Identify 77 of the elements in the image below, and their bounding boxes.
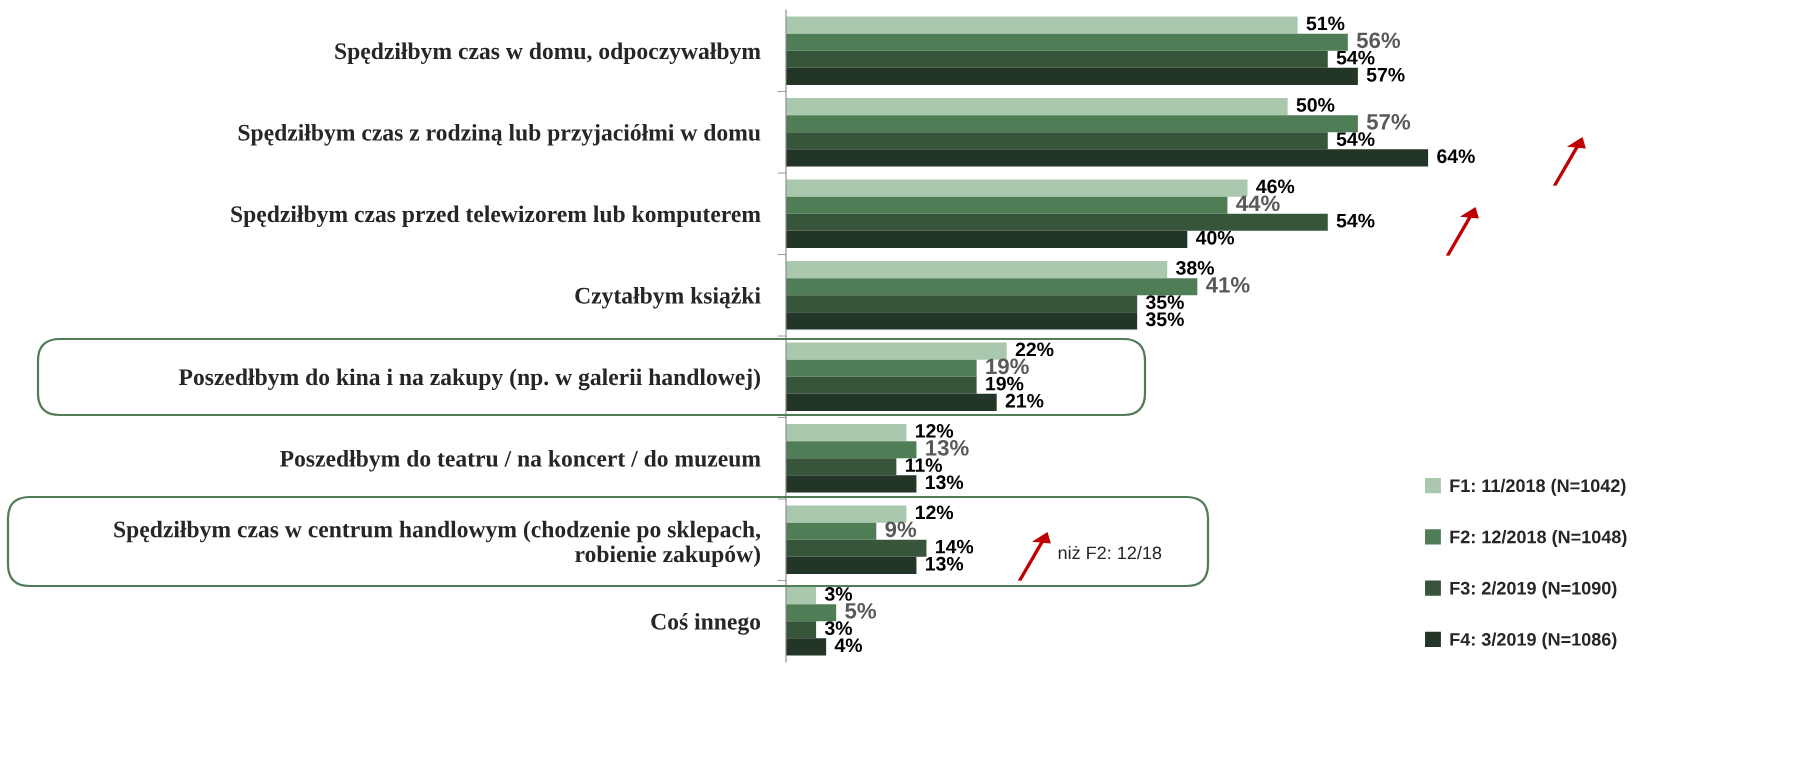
data-label: 41% (1206, 276, 1250, 293)
data-label: 12% (915, 424, 954, 438)
bar (786, 67, 1358, 85)
bar (786, 621, 817, 639)
bar (786, 213, 1328, 231)
data-label: 13% (926, 439, 969, 456)
bar (786, 604, 837, 622)
bar (786, 424, 907, 442)
bar (786, 475, 917, 493)
y-tick-label: Spędziłbym czas z rodziną lub przyjaciółmi w domu (238, 124, 761, 146)
bar (786, 295, 1138, 313)
data-label: 57% (1366, 67, 1405, 82)
data-label: 57% (1366, 113, 1411, 130)
annotation: niż F2: 12/18 (1058, 546, 1162, 560)
y-tick-label: Spędziłbym czas przed telewizorem lub komputerem (231, 205, 761, 228)
bar (786, 587, 817, 605)
data-label: 35% (1145, 312, 1184, 327)
legend-label: F3: 2/2019 (N=1090) (1450, 581, 1617, 599)
data-label: 13% (925, 475, 964, 490)
y-tick-label: Poszedłbym do kina i na zakupy (np. w galerii handlowej) (178, 368, 760, 391)
bar (786, 115, 1358, 133)
bar (786, 98, 1288, 116)
data-label: 38% (1176, 261, 1214, 275)
data-label: 40% (1195, 230, 1235, 245)
y-tick-label: Coś innego (651, 613, 761, 635)
y-tick-label: Czytałbym książki (575, 287, 761, 309)
bar (786, 441, 917, 459)
bar (786, 16, 1298, 34)
data-label: 35% (1145, 295, 1184, 310)
data-label: 12% (915, 505, 954, 520)
bar (786, 261, 1168, 279)
legend-label: F4: 3/2019 (N=1086) (1450, 632, 1617, 650)
bar (786, 359, 977, 377)
data-label: 9% (885, 521, 917, 538)
bar (786, 149, 1429, 167)
data-label: 50% (1296, 98, 1335, 112)
bar (786, 50, 1328, 68)
data-label: 54% (1336, 132, 1375, 147)
data-label: 19% (986, 376, 1024, 391)
bar (786, 522, 877, 540)
bar (786, 556, 917, 574)
data-label: 4% (834, 638, 863, 653)
data-label: 13% (925, 556, 964, 571)
data-label: 5% (845, 602, 877, 619)
data-label: 56% (1356, 32, 1401, 49)
bar (786, 638, 827, 656)
bar (786, 505, 907, 523)
y-tick-label: Spędziłbym czas w domu, odpoczywałbym (335, 42, 761, 65)
data-label: 11% (905, 458, 943, 472)
legend-label: F1: 11/2018 (N=1042) (1450, 478, 1626, 496)
data-label: 21% (1005, 393, 1044, 408)
bar (786, 539, 927, 557)
data-label: 19% (986, 358, 1029, 375)
bar (786, 393, 997, 411)
bar (786, 132, 1328, 150)
bar (786, 312, 1138, 330)
data-label: 14% (936, 539, 974, 554)
data-label: 44% (1236, 195, 1280, 212)
y-tick-label: Poszedłbym do teatru / na koncert / do muzeum (280, 450, 761, 472)
data-label: 64% (1437, 149, 1475, 164)
data-label: 51% (1306, 16, 1345, 31)
legend-label: F2: 12/2018 (N=1048) (1450, 530, 1627, 547)
data-label: 22% (1015, 342, 1054, 357)
data-label: 46% (1256, 179, 1295, 194)
bar (786, 179, 1248, 197)
bar (786, 458, 897, 476)
bar (786, 342, 1007, 360)
y-tick-label: Spędziłbym czas w centrum handlowym (chodzenie po sklepach, robienie zakupów) (114, 520, 761, 567)
bar (786, 33, 1348, 51)
data-label: 54% (1336, 213, 1375, 228)
data-label: 3% (824, 587, 853, 601)
bar (786, 278, 1198, 296)
bar (786, 196, 1228, 214)
data-label: 54% (1336, 50, 1375, 65)
bar (786, 376, 977, 394)
bar (786, 230, 1188, 248)
data-label: 3% (824, 621, 853, 636)
